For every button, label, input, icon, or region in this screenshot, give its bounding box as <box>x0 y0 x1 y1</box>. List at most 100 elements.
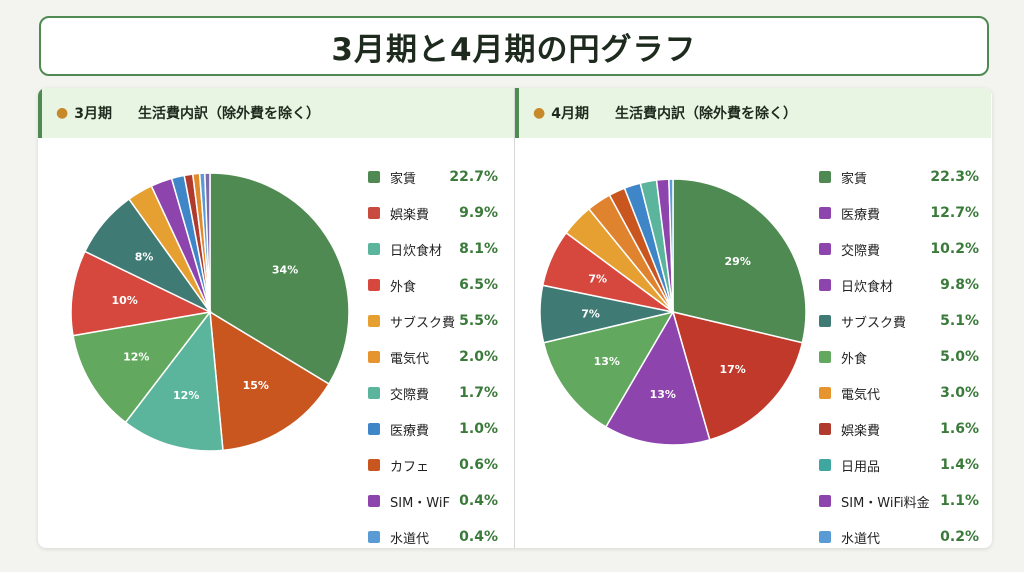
legend-swatch <box>368 243 380 255</box>
legend-item[interactable]: 外食 5.0% <box>819 339 979 375</box>
legend-item[interactable]: 日炊食材 9.8% <box>819 267 979 303</box>
legend-label: 水道代 <box>390 531 430 547</box>
legend-value: 5.0% <box>940 349 979 365</box>
legend-label: 家賃 <box>841 171 868 187</box>
legend-label: サブスク費 <box>841 315 907 331</box>
legend-value: 5.1% <box>940 313 979 329</box>
march-pie-chart: 34% 15% 12% 12% 10% 8% <box>70 172 350 452</box>
legend-value: 1.7% <box>459 385 498 401</box>
legend-swatch <box>819 279 831 291</box>
pie-slice[interactable] <box>671 310 804 441</box>
pie-slice[interactable] <box>668 178 674 313</box>
legend-swatch <box>819 387 831 399</box>
pie-slice[interactable] <box>209 172 350 386</box>
april-pie-chart: 29% 17% 13% 13% 7% 7% <box>539 178 807 446</box>
coin-icon: ● <box>56 105 69 121</box>
pie-slice[interactable] <box>604 310 711 446</box>
pie-slice[interactable] <box>72 310 212 424</box>
legend-item[interactable]: 水道代 0.2% <box>819 519 979 548</box>
legend-item[interactable]: 日炊食材 8.1% <box>368 231 498 267</box>
legend-item[interactable]: 日用品 1.4% <box>819 447 979 483</box>
legend-item[interactable]: 娯楽費 9.9% <box>368 195 498 231</box>
pie-slice[interactable] <box>672 178 807 344</box>
march-panel: ● 3月期 生活費内訳（除外費を除く） 34% 15% 12% 12% 10% 8% 家賃… <box>38 88 514 548</box>
legend-label: 日炊食材 <box>841 279 894 295</box>
march-chart-title: 生活費内訳（除外費を除く） <box>137 106 320 122</box>
legend-item[interactable]: 電気代 3.0% <box>819 375 979 411</box>
legend-value: 22.7% <box>449 169 498 185</box>
legend-value: 0.6% <box>459 457 498 473</box>
legend-swatch <box>819 315 831 327</box>
april-panel: ● 4月期 生活費内訳（除外費を除く） 29% 17% 13% 13% 7% 7% 家賃 2… <box>515 88 991 548</box>
legend-swatch <box>368 531 380 543</box>
legend-swatch <box>368 315 380 327</box>
legend-label: 外食 <box>390 279 417 295</box>
legend-swatch <box>368 351 380 363</box>
header-accent-bar <box>38 88 42 138</box>
legend-item[interactable]: 交際費 1.7% <box>368 375 498 411</box>
legend-swatch <box>368 423 380 435</box>
slice-percent-label: 12% <box>123 351 149 364</box>
legend-item[interactable]: 交際費 10.2% <box>819 231 979 267</box>
legend-value: 1.0% <box>459 421 498 437</box>
legend-label: 娯楽費 <box>390 207 430 223</box>
page-title-box: 3月期と4月期の円グラフ <box>39 16 989 76</box>
pie-slice[interactable] <box>542 310 675 428</box>
legend-label: 娯楽費 <box>841 423 881 439</box>
pie-slice[interactable] <box>209 310 330 452</box>
legend-item[interactable]: 外食 6.5% <box>368 267 498 303</box>
legend-item[interactable]: サブスク費 5.1% <box>819 303 979 339</box>
legend-value: 10.2% <box>930 241 979 257</box>
legend-label: 医療費 <box>841 207 881 223</box>
legend-swatch <box>819 171 831 183</box>
legend-item[interactable]: 水道代 0.4% <box>368 519 498 548</box>
slice-percent-label: 15% <box>243 379 269 392</box>
legend-item[interactable]: 医療費 1.0% <box>368 411 498 447</box>
slice-percent-label: 29% <box>725 255 751 268</box>
legend-swatch <box>368 279 380 291</box>
april-panel-header: ● 4月期 生活費内訳（除外費を除く） <box>515 88 991 138</box>
legend-item[interactable]: サブスク費 5.5% <box>368 303 498 339</box>
slice-percent-label: 7% <box>588 272 607 285</box>
legend-value: 2.0% <box>459 349 498 365</box>
legend-value: 1.4% <box>940 457 979 473</box>
legend-swatch <box>819 459 831 471</box>
legend-item[interactable]: SIM・WiFi料金 1.1% <box>819 483 979 519</box>
legend-item[interactable]: 娯楽費 1.6% <box>819 411 979 447</box>
legend-item[interactable]: 家賃 22.3% <box>819 159 979 195</box>
legend-item[interactable]: 電気代 2.0% <box>368 339 498 375</box>
legend-label: 日用品 <box>841 459 881 475</box>
legend-label: カフェ <box>390 459 430 475</box>
pie-slice[interactable] <box>204 172 211 313</box>
legend-value: 5.5% <box>459 313 498 329</box>
slice-percent-label: 13% <box>650 388 676 401</box>
march-period-label: 3月期 <box>74 106 112 122</box>
slice-percent-label: 12% <box>173 389 199 402</box>
pie-slice[interactable] <box>70 250 213 337</box>
april-chart-title: 生活費内訳（除外費を除く） <box>614 106 797 122</box>
legend-value: 1.6% <box>940 421 979 437</box>
legend-item[interactable]: 医療費 12.7% <box>819 195 979 231</box>
legend-value: 12.7% <box>930 205 979 221</box>
legend-item[interactable]: SIM・WiF 0.4% <box>368 483 498 519</box>
legend-value: 8.1% <box>459 241 498 257</box>
legend-item[interactable]: 家賃 22.7% <box>368 159 498 195</box>
legend-label: 水道代 <box>841 531 881 547</box>
april-period-label: 4月期 <box>551 106 589 122</box>
slice-percent-label: 34% <box>272 264 298 277</box>
legend-swatch <box>368 495 380 507</box>
legend-item[interactable]: カフェ 0.6% <box>368 447 498 483</box>
slice-percent-label: 8% <box>135 250 154 263</box>
legend-swatch <box>819 351 831 363</box>
legend-swatch <box>368 207 380 219</box>
pie-slice[interactable] <box>124 310 224 452</box>
slice-percent-label: 7% <box>581 307 600 320</box>
legend-swatch <box>819 531 831 543</box>
charts-container: ● 3月期 生活費内訳（除外費を除く） 34% 15% 12% 12% 10% 8% 家賃… <box>38 88 992 548</box>
legend-value: 9.8% <box>940 277 979 293</box>
legend-label: サブスク費 <box>390 315 456 331</box>
legend-swatch <box>819 495 831 507</box>
legend-value: 22.3% <box>930 169 979 185</box>
march-panel-header: ● 3月期 生活費内訳（除外費を除く） <box>38 88 514 138</box>
legend-value: 1.1% <box>940 493 979 509</box>
